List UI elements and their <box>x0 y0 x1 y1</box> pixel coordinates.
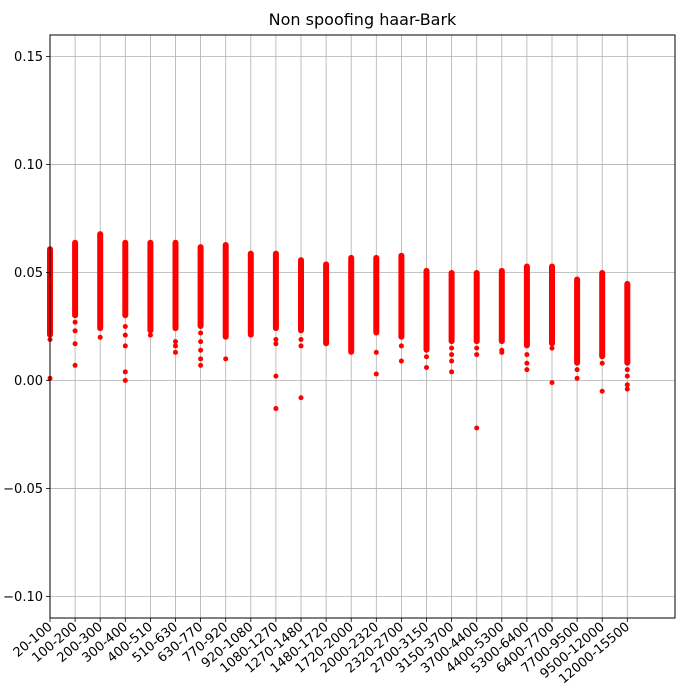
data-point <box>122 369 128 375</box>
data-point <box>72 319 78 325</box>
data-point <box>373 371 379 377</box>
y-tick-label: 0.15 <box>14 50 43 65</box>
data-point <box>72 362 78 368</box>
point-band <box>348 254 355 355</box>
point-band <box>122 239 129 319</box>
data-point <box>223 356 229 362</box>
data-point <box>624 373 630 379</box>
data-point <box>398 358 404 364</box>
data-point <box>198 347 204 353</box>
data-point <box>122 377 128 383</box>
data-point <box>624 367 630 373</box>
data-point <box>524 352 530 358</box>
data-point <box>198 356 204 362</box>
point-band <box>498 267 505 345</box>
point-band <box>172 239 179 332</box>
data-point <box>624 382 630 388</box>
data-point <box>72 328 78 334</box>
data-point <box>298 336 304 342</box>
point-band <box>323 261 330 347</box>
data-point <box>474 345 480 351</box>
data-point <box>72 341 78 347</box>
data-point <box>198 362 204 368</box>
data-point <box>499 349 505 355</box>
data-point <box>373 349 379 355</box>
point-band <box>448 270 455 345</box>
data-point <box>474 425 480 431</box>
data-point <box>173 349 178 355</box>
point-band <box>599 270 606 360</box>
data-point <box>173 343 178 349</box>
data-point <box>273 406 279 412</box>
data-point <box>424 354 429 360</box>
data-point <box>449 345 455 351</box>
data-point <box>549 345 555 351</box>
point-band <box>473 270 480 345</box>
point-band <box>523 263 530 349</box>
point-band <box>72 239 79 319</box>
point-band <box>247 250 254 338</box>
data-point <box>273 341 279 347</box>
data-point <box>273 336 279 342</box>
data-point <box>122 343 128 349</box>
data-point <box>599 360 605 366</box>
data-point <box>398 343 404 349</box>
data-point <box>524 360 530 366</box>
point-band <box>549 263 555 347</box>
data-point <box>549 380 555 386</box>
point-band <box>147 239 154 334</box>
data-points <box>47 231 631 431</box>
y-tick-label: −0.10 <box>3 590 43 605</box>
data-point <box>574 375 580 381</box>
point-band <box>624 280 631 366</box>
data-point <box>449 369 455 375</box>
point-band <box>222 241 229 340</box>
data-point <box>424 365 429 371</box>
data-point <box>599 388 605 394</box>
data-point <box>122 332 128 338</box>
data-point <box>273 373 279 379</box>
data-point <box>474 352 480 358</box>
data-point <box>624 386 630 392</box>
y-tick-label: 0.10 <box>14 158 43 173</box>
data-point <box>298 395 304 401</box>
data-point <box>198 339 204 345</box>
data-point <box>173 339 178 345</box>
data-point <box>524 367 530 373</box>
data-point <box>97 334 103 340</box>
point-band <box>272 250 279 332</box>
data-point <box>574 367 580 373</box>
point-band <box>398 252 405 340</box>
data-point <box>122 324 128 329</box>
data-point <box>147 332 153 338</box>
data-point <box>449 358 455 364</box>
plot-area-frame <box>49 34 676 619</box>
point-band <box>197 244 204 329</box>
point-band <box>574 276 581 366</box>
data-point <box>449 352 455 358</box>
y-tick-label: 0.05 <box>14 266 43 281</box>
y-tick-label: 0.00 <box>14 374 43 389</box>
point-band <box>423 267 430 353</box>
data-point <box>298 343 304 349</box>
point-band <box>298 257 304 334</box>
data-point <box>198 330 204 336</box>
chart-title: Non spoofing haar-Bark <box>269 10 457 29</box>
point-band <box>373 254 380 336</box>
point-band <box>97 231 104 332</box>
y-tick-label: −0.05 <box>3 482 43 497</box>
